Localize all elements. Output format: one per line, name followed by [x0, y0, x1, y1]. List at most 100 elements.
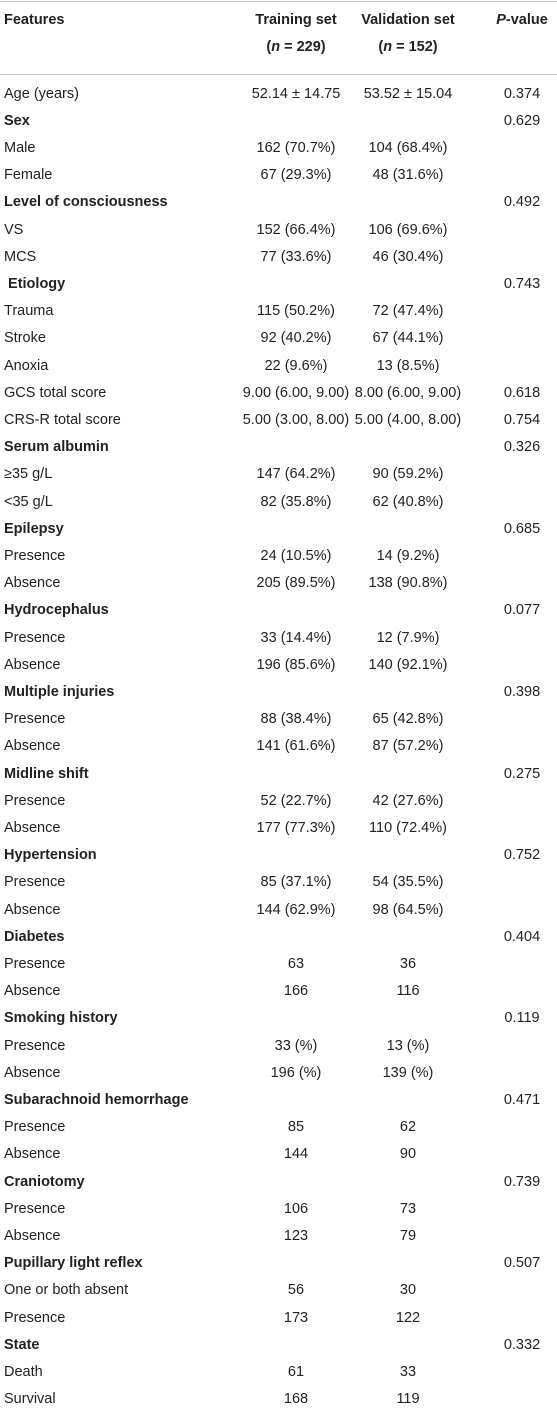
- p-value: 0.752: [503, 847, 541, 864]
- row-label: Presence: [4, 874, 66, 891]
- row-label: Presence: [4, 1037, 66, 1054]
- validation-value: 119: [396, 1391, 420, 1408]
- p-value: 0.374: [503, 85, 541, 102]
- validation-value: 5.00 (4.00, 8.00): [354, 412, 462, 428]
- row-label: Male: [4, 140, 36, 156]
- validation-value: 54 (35.5%): [372, 874, 444, 891]
- row-label: GCS total score: [4, 384, 107, 401]
- row-label: Serum albumin: [4, 439, 109, 456]
- validation-value: 53.52 ± 15.04: [363, 85, 453, 102]
- p-value: 0.404: [503, 928, 541, 945]
- validation-value: 72 (47.4%): [372, 303, 444, 320]
- header-rule: [0, 74, 557, 75]
- header-training: Training set: [255, 12, 337, 28]
- validation-value: 13 (8.5%): [376, 357, 440, 374]
- top-rule: [0, 1, 557, 2]
- training-value: 22 (9.6%): [264, 357, 328, 374]
- row-label: Presence: [4, 548, 66, 564]
- row-label: Absence: [4, 656, 61, 673]
- training-value: 67 (29.3%): [260, 167, 332, 184]
- validation-value: 79: [399, 1228, 417, 1244]
- training-value: 85 (37.1%): [260, 874, 332, 891]
- training-value: 56: [287, 1282, 305, 1299]
- training-value: 196 (85.6%): [256, 656, 336, 673]
- p-value: 0.629: [503, 112, 541, 129]
- row-label: Absence: [4, 1228, 61, 1244]
- validation-value: 106 (69.6%): [368, 221, 448, 238]
- validation-value: 12 (7.9%): [376, 629, 440, 646]
- row-label: Subarachnoid hemorrhage: [4, 1092, 189, 1108]
- row-label: Female: [4, 167, 53, 184]
- validation-value: 104 (68.4%): [368, 140, 448, 156]
- training-value: 9.00 (6.00, 9.00): [242, 384, 350, 401]
- row-label: Etiology: [4, 276, 66, 292]
- row-label: Absence: [4, 901, 61, 918]
- p-value: 0.754: [503, 412, 541, 428]
- row-label: Diabetes: [4, 928, 65, 945]
- validation-value: 116: [396, 983, 420, 1000]
- row-label: CRS-R total score: [4, 412, 121, 428]
- training-value: 24 (10.5%): [260, 548, 332, 564]
- row-label: One or both absent: [4, 1282, 129, 1299]
- header-run: (: [266, 39, 272, 55]
- training-value: 162 (70.7%): [256, 140, 336, 156]
- validation-value: 90: [399, 1146, 417, 1163]
- row-label: Absence: [4, 820, 61, 836]
- p-value: 0.326: [503, 439, 541, 456]
- row-label: Anoxia: [4, 357, 49, 374]
- validation-value: 8.00 (6.00, 9.00): [354, 384, 462, 401]
- training-value: 63: [287, 956, 305, 972]
- header-run: P: [496, 12, 506, 28]
- p-value: 0.119: [504, 1010, 540, 1027]
- row-label: Hypertension: [4, 847, 97, 864]
- training-value: 166: [283, 983, 309, 1000]
- training-value: 92 (40.2%): [260, 330, 332, 347]
- p-value: 0.275: [503, 765, 541, 782]
- row-label: Presence: [4, 1119, 66, 1136]
- header-run: = 152): [392, 39, 438, 55]
- row-label: Absence: [4, 738, 61, 755]
- row-label: VS: [4, 221, 24, 238]
- training-value: 144 (62.9%): [256, 901, 336, 918]
- row-label: State: [4, 1336, 40, 1353]
- row-label: Presence: [4, 1200, 66, 1217]
- row-label: Sex: [4, 112, 30, 129]
- validation-value: 90 (59.2%): [372, 466, 444, 483]
- training-value: 177 (77.3%): [256, 820, 336, 836]
- p-value: 0.685: [503, 520, 541, 537]
- training-value: 88 (38.4%): [260, 711, 332, 728]
- row-label: Presence: [4, 1309, 66, 1326]
- training-value: 106: [283, 1200, 309, 1217]
- validation-value: 36: [399, 956, 417, 972]
- validation-value: 30: [399, 1282, 417, 1299]
- training-value: 52.14 ± 14.75: [251, 85, 341, 102]
- validation-value: 62: [399, 1119, 417, 1136]
- row-label: ≥35 g/L: [4, 466, 53, 483]
- header-run: -value: [505, 12, 548, 28]
- validation-value: 42 (27.6%): [372, 792, 444, 809]
- header-run: = 229): [280, 39, 326, 55]
- validation-value: 110 (72.4%): [369, 820, 447, 836]
- p-value: 0.618: [503, 384, 541, 401]
- training-value: 196 (%): [270, 1064, 322, 1081]
- training-value: 144: [283, 1146, 309, 1163]
- header-training-n: (n = 229): [240, 37, 352, 57]
- validation-value: 46 (30.4%): [372, 248, 444, 265]
- row-label: Absence: [4, 575, 61, 592]
- training-value: 205 (89.5%): [256, 575, 336, 592]
- p-value: 0.077: [503, 602, 541, 619]
- p-value: 0.398: [503, 684, 541, 700]
- training-value: 52 (22.7%): [260, 792, 332, 809]
- p-value: 0.507: [503, 1255, 541, 1272]
- training-value: 173: [283, 1309, 309, 1326]
- validation-value: 140 (92.1%): [368, 656, 448, 673]
- row-label: Presence: [4, 956, 66, 972]
- training-value: 85: [287, 1119, 305, 1136]
- validation-value: 73: [399, 1200, 417, 1217]
- row-label: Level of consciousness: [4, 194, 168, 211]
- training-value: 61: [287, 1364, 305, 1380]
- p-value: 0.743: [503, 276, 541, 292]
- p-value: 0.471: [503, 1092, 541, 1108]
- row-label: Absence: [4, 983, 61, 1000]
- header-run: (: [378, 39, 384, 55]
